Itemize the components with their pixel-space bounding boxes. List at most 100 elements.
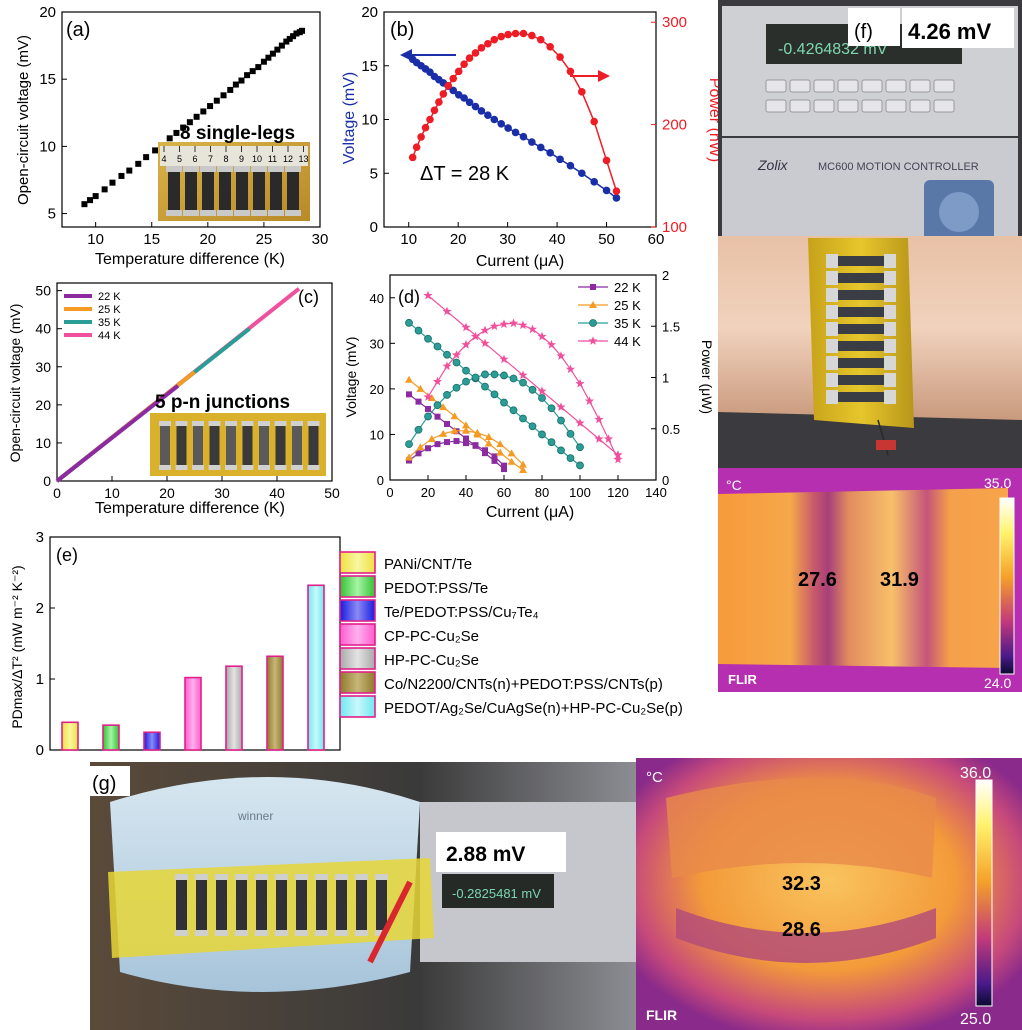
annotation-5-p-n-junctions: 5 p-n junctions — [155, 392, 290, 413]
temp-label-28-6: 28.6 — [782, 919, 821, 941]
data-point — [527, 324, 538, 334]
data-point — [496, 448, 505, 456]
controller-brand: Zolix — [757, 157, 789, 173]
data-point — [462, 366, 470, 375]
x-axis-label-c: Temperature difference (K) — [95, 500, 285, 517]
data-point — [434, 441, 441, 448]
voltage-box-f — [902, 8, 1014, 48]
x-axis-label-b: Current (μA) — [476, 253, 564, 270]
data-point — [566, 454, 575, 463]
data-point — [81, 201, 88, 208]
panel-label-d: (d) — [398, 287, 420, 307]
data-point — [415, 450, 422, 457]
x-tick-label: 30 — [499, 231, 516, 248]
x-tick-label: 20 — [199, 231, 216, 248]
x-tick-label: 120 — [607, 485, 629, 500]
data-point — [290, 33, 297, 40]
data-point — [471, 102, 480, 111]
bar — [102, 724, 120, 751]
data-point — [299, 27, 306, 34]
y2-tick-label: 200 — [662, 117, 687, 134]
data-point — [180, 124, 187, 131]
data-point — [589, 301, 597, 308]
data-point — [433, 342, 442, 351]
x-tick-label: 80 — [535, 485, 549, 500]
data-point — [490, 390, 499, 399]
data-point — [556, 53, 564, 61]
voltage-label-g: 2.88 mV — [446, 843, 525, 866]
data-point — [499, 354, 509, 364]
data-point — [518, 370, 528, 380]
y-tick-label: 30 — [370, 336, 384, 351]
thermal-f: °C 35.0 24.0 27.6 31.9 FLIR — [718, 468, 1022, 692]
thermal-min-f: 24.0 — [984, 675, 1011, 691]
data-point — [434, 413, 441, 420]
y-tick-label: 0 — [377, 473, 384, 488]
legend-label: 35 K — [98, 317, 121, 329]
y2-tick-label: 1.5 — [662, 319, 680, 334]
data-point — [484, 439, 493, 447]
data-point — [449, 86, 458, 95]
data-point — [260, 58, 267, 65]
data-point — [462, 426, 470, 434]
x-tick-label: 30 — [214, 485, 230, 501]
data-point — [528, 138, 536, 146]
x-tick-label: 50 — [598, 231, 615, 248]
data-point — [472, 442, 479, 449]
x-tick-label: 40 — [459, 485, 473, 500]
y-tick-label: 50 — [35, 283, 51, 299]
y2-tick-label: 1 — [662, 371, 669, 386]
data-point — [444, 420, 450, 427]
data-point — [451, 350, 462, 359]
data-point — [265, 54, 272, 61]
data-point — [471, 373, 480, 382]
x-tick-label: 20 — [159, 485, 175, 501]
data-point — [406, 391, 412, 398]
data-point — [423, 290, 433, 300]
mask-brand: winner — [237, 809, 273, 823]
data-point — [473, 428, 482, 436]
data-point — [92, 193, 99, 200]
data-point — [471, 49, 480, 57]
data-point — [470, 331, 481, 341]
data-point — [499, 319, 509, 329]
data-point — [444, 439, 450, 446]
data-point — [278, 42, 285, 49]
y-tick-label: 20 — [35, 397, 51, 413]
data-point — [511, 128, 520, 137]
y-tick-label: 20 — [39, 4, 56, 21]
data-point — [449, 74, 458, 83]
legend-label: HP-PC-Cu₂Se — [384, 652, 479, 669]
data-point — [462, 421, 470, 429]
data-point — [439, 90, 448, 98]
thermal-scale-f — [999, 497, 1015, 675]
y-tick-label: 20 — [370, 382, 384, 397]
ruler-label: 5 — [177, 154, 182, 164]
data-point — [465, 98, 474, 107]
y-tick-label: 20 — [361, 4, 378, 21]
legend-swatch — [339, 551, 376, 574]
ruler-label: 4 — [161, 154, 166, 164]
data-point — [186, 119, 193, 126]
legend-label: Co/N2200/CNTs(n)+PEDOT:PSS/CNTs(p) — [384, 676, 663, 693]
y-tick-label: 0 — [370, 219, 378, 236]
legend-label: 44 K — [98, 330, 121, 342]
data-point — [613, 450, 623, 459]
ruler-label: 7 — [208, 154, 213, 164]
data-point — [612, 194, 621, 202]
ruler-label: 11 — [268, 154, 277, 164]
data-point — [405, 440, 413, 449]
data-point — [536, 143, 545, 152]
data-point — [238, 77, 245, 84]
data-point — [442, 306, 452, 316]
panel-label-b: (b) — [390, 19, 414, 41]
arrow-right-power — [570, 70, 610, 82]
legend-label: PEDOT/Ag₂Se/CuAgSe(n)+HP-PC-Cu₂Se(p) — [384, 700, 683, 717]
y-tick-label: 40 — [35, 321, 51, 337]
x-tick-label: 10 — [400, 231, 417, 248]
y-tick-label: 5 — [48, 206, 56, 223]
data-point — [566, 67, 575, 76]
y-axis-label-d: Voltage (mV) — [343, 337, 359, 418]
legend-swatch — [339, 695, 376, 718]
